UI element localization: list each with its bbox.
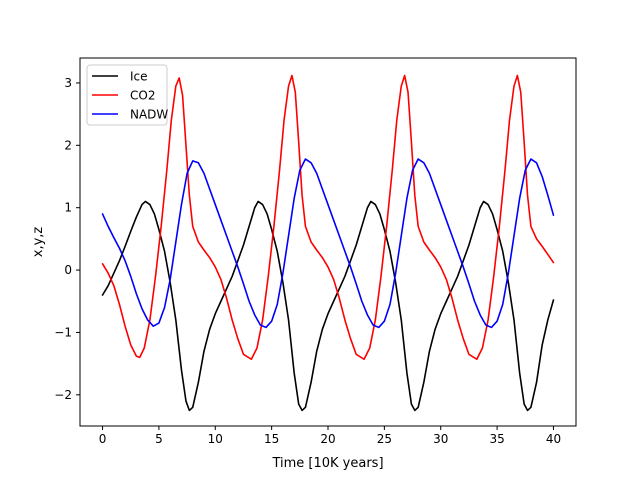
y-tick-label: 3 bbox=[64, 76, 72, 90]
legend-box bbox=[86, 64, 168, 126]
y-axis-ticks: −2 −1 0 1 2 3 bbox=[54, 76, 80, 402]
x-tick-label: 40 bbox=[546, 432, 561, 446]
series-line-nadw bbox=[101, 158, 555, 329]
legend-label-ice: Ice bbox=[130, 70, 148, 84]
x-tick-label: 10 bbox=[208, 432, 223, 446]
y-tick-label: 1 bbox=[64, 201, 72, 215]
y-tick-label: −1 bbox=[54, 325, 72, 339]
y-tick-label: −2 bbox=[54, 388, 72, 402]
legend-label-nadw: NADW bbox=[130, 108, 168, 122]
legend-items: Ice CO2 NADW bbox=[92, 70, 168, 122]
x-tick-label: 35 bbox=[489, 432, 504, 446]
x-tick-label: 15 bbox=[264, 432, 279, 446]
x-axis-label: Time [10K years] bbox=[271, 456, 383, 471]
x-tick-label: 20 bbox=[320, 432, 335, 446]
x-tick-label: 30 bbox=[433, 432, 448, 446]
x-tick-label: 0 bbox=[99, 432, 107, 446]
x-tick-label: 5 bbox=[155, 432, 163, 446]
legend: Ice CO2 NADW bbox=[86, 64, 168, 126]
y-axis-label: x,y,z bbox=[31, 227, 46, 258]
series-line-ice bbox=[101, 200, 555, 412]
series-layer bbox=[101, 74, 555, 412]
x-axis-ticks: 0 5 10 15 20 25 30 35 40 bbox=[99, 426, 561, 446]
y-tick-label: 0 bbox=[64, 263, 72, 277]
legend-label-co2: CO2 bbox=[130, 89, 155, 103]
series-line-co2 bbox=[101, 74, 555, 361]
x-tick-label: 25 bbox=[377, 432, 392, 446]
y-tick-label: 2 bbox=[64, 138, 72, 152]
